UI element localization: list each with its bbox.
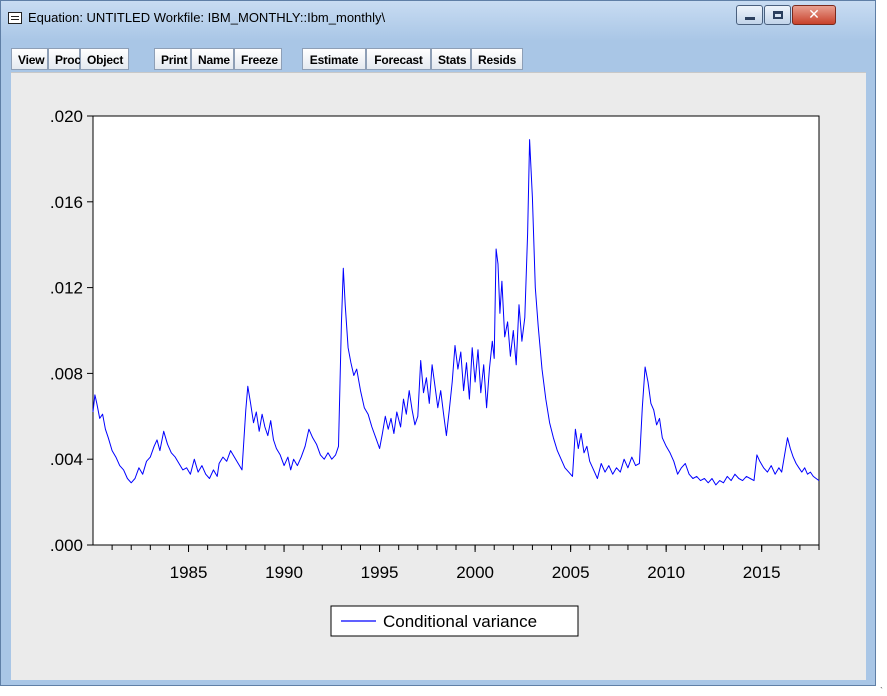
close-icon: ✕: [808, 7, 820, 23]
x-tick-label: 1990: [265, 563, 303, 582]
maximize-button[interactable]: [764, 5, 791, 25]
window-title: Equation: UNTITLED Workfile: IBM_MONTHLY…: [28, 10, 386, 25]
x-tick-label: 2015: [743, 563, 781, 582]
print-button[interactable]: Print: [154, 48, 191, 70]
x-tick-label: 2005: [552, 563, 590, 582]
freeze-button[interactable]: Freeze: [234, 48, 282, 70]
x-tick-label: 2000: [456, 563, 494, 582]
name-button[interactable]: Name: [191, 48, 234, 70]
series-line-conditional-variance: [92, 139, 820, 486]
y-tick-label: .008: [50, 364, 83, 383]
legend-label: Conditional variance: [383, 612, 537, 631]
stats-button[interactable]: Stats: [431, 48, 471, 70]
maximize-icon: [772, 11, 783, 19]
y-tick-label: .016: [50, 193, 83, 212]
window-edge-mark: `: [880, 686, 883, 696]
minimize-button[interactable]: [736, 5, 763, 25]
plot-frame: [92, 115, 820, 546]
title-bar[interactable]: Equation: UNTITLED Workfile: IBM_MONTHLY…: [1, 1, 875, 41]
view-button[interactable]: View: [11, 48, 48, 70]
y-tick-label: .000: [50, 536, 83, 555]
y-tick-label: .020: [50, 107, 83, 126]
minimize-icon: [744, 16, 755, 20]
proc-button[interactable]: Proc: [48, 48, 81, 70]
object-button[interactable]: Object: [80, 48, 129, 70]
x-tick-label: 2010: [647, 563, 685, 582]
window-menu-icon[interactable]: [8, 12, 22, 24]
graph-area: .000 .004 .008 .012 .016 .020 1985 1990 1995 2000…: [11, 72, 866, 680]
close-button[interactable]: ✕: [792, 5, 836, 25]
equation-window: Equation: UNTITLED Workfile: IBM_MONTHLY…: [0, 0, 876, 686]
resids-button[interactable]: Resids: [471, 48, 523, 70]
x-tick-label: 1985: [170, 563, 208, 582]
estimate-button[interactable]: Estimate: [302, 48, 366, 70]
forecast-button[interactable]: Forecast: [366, 48, 431, 70]
y-tick-label: .012: [50, 279, 83, 298]
conditional-variance-chart: .000 .004 .008 .012 .016 .020 1985 1990 1995 2000…: [50, 107, 820, 637]
x-tick-label: 1995: [361, 563, 399, 582]
y-tick-label: .004: [50, 450, 83, 469]
